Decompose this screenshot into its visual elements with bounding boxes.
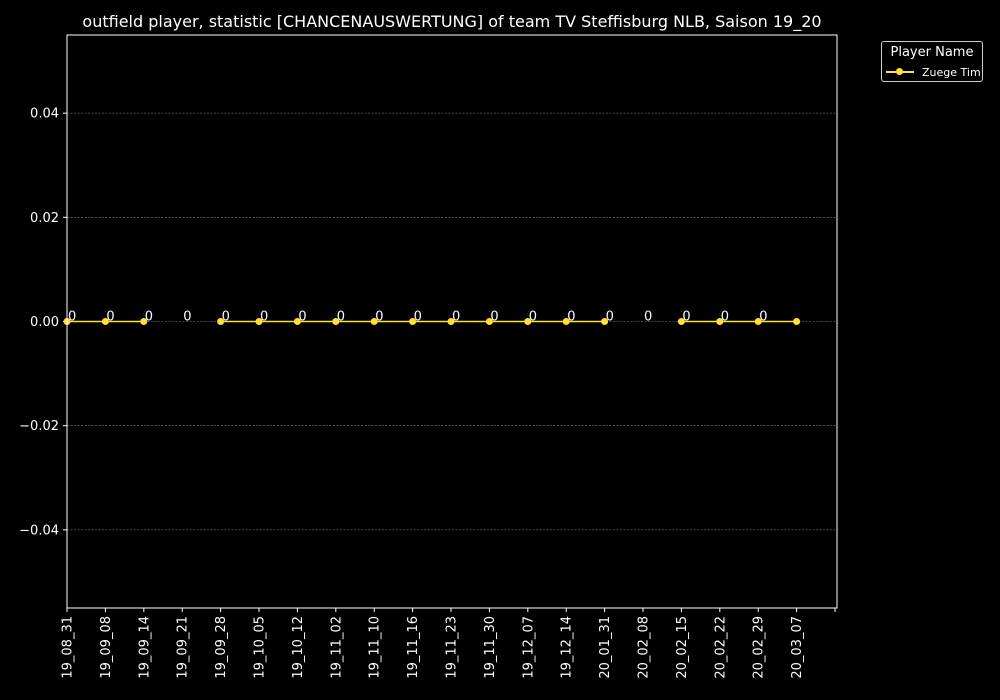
x-tick-label: 20_02_29 xyxy=(752,616,767,679)
x-tick-label: 19_12_07 xyxy=(521,616,536,679)
axes-frame xyxy=(66,34,838,609)
y-tick-label: −0.02 xyxy=(19,419,59,434)
data-point xyxy=(101,318,109,325)
legend-title: Player Name xyxy=(890,45,974,60)
data-point xyxy=(677,318,685,325)
x-tick-label: 19_09_08 xyxy=(99,616,114,679)
data-point xyxy=(562,318,570,325)
data-point xyxy=(293,318,301,325)
x-tick-label: 19_09_21 xyxy=(176,616,191,679)
x-tick-label: 19_11_10 xyxy=(368,616,383,679)
x-tick-label: 19_09_14 xyxy=(137,616,152,679)
chart-title: outfield player, statistic [CHANCENAUSWE… xyxy=(82,12,822,31)
data-point xyxy=(409,318,417,325)
data-point xyxy=(370,318,378,325)
data-point xyxy=(485,318,493,325)
data-point xyxy=(217,318,225,325)
x-tick-label: 20_01_31 xyxy=(598,616,613,679)
data-label: 0 xyxy=(106,310,114,325)
data-point xyxy=(793,318,801,325)
data-point xyxy=(332,318,340,325)
data-point xyxy=(716,318,724,325)
x-tick-label: 20_02_22 xyxy=(713,616,728,679)
data-point xyxy=(754,318,762,325)
legend-entry: Zuege Tim xyxy=(886,64,981,80)
data-label: 0 xyxy=(644,310,652,325)
y-tick-label: 0.04 xyxy=(30,107,59,122)
data-label: 0 xyxy=(759,310,767,325)
data-point xyxy=(524,318,532,325)
data-label: 0 xyxy=(490,310,498,325)
data-label: 0 xyxy=(375,310,383,325)
data-label: 0 xyxy=(337,310,345,325)
data-point xyxy=(140,318,148,325)
x-tick-label: 19_11_16 xyxy=(406,616,421,679)
data-point xyxy=(601,318,609,325)
x-tick-label: 19_10_05 xyxy=(253,616,268,679)
y-tick-label: 0.00 xyxy=(30,315,59,330)
data-label: 0 xyxy=(68,310,76,325)
x-tick-label: 19_10_12 xyxy=(291,616,306,679)
x-tick-label: 19_11_02 xyxy=(329,616,344,679)
y-tick-label: −0.04 xyxy=(19,523,59,538)
x-tick-label: 19_12_14 xyxy=(560,616,575,679)
data-point xyxy=(255,318,263,325)
x-tick-label: 20_03_07 xyxy=(790,616,805,679)
legend-swatch xyxy=(886,66,914,78)
y-tick-label: 0.02 xyxy=(30,211,59,226)
data-label: 0 xyxy=(682,310,690,325)
x-tick-label: 19_11_23 xyxy=(445,616,460,679)
x-tick-label: 19_11_30 xyxy=(483,616,498,679)
data-point xyxy=(447,318,455,325)
data-label: 0 xyxy=(260,310,268,325)
x-tick-label: 20_02_08 xyxy=(637,616,652,679)
data-label: 0 xyxy=(452,310,460,325)
data-label: 0 xyxy=(145,310,153,325)
x-tick-label: 20_02_15 xyxy=(675,616,690,679)
data-label: 0 xyxy=(414,310,422,325)
data-label: 0 xyxy=(529,310,537,325)
legend-label: Zuege Tim xyxy=(922,65,981,79)
legend: Player Name Zuege Tim xyxy=(881,41,983,82)
data-label: 0 xyxy=(298,310,306,325)
data-label: 0 xyxy=(222,310,230,325)
data-label: 0 xyxy=(606,310,614,325)
x-tick-label: 19_08_31 xyxy=(61,616,76,679)
data-label: 0 xyxy=(721,310,729,325)
data-label: 0 xyxy=(183,310,191,325)
x-tick-label: 19_09_28 xyxy=(214,616,229,679)
data-label: 0 xyxy=(567,310,575,325)
